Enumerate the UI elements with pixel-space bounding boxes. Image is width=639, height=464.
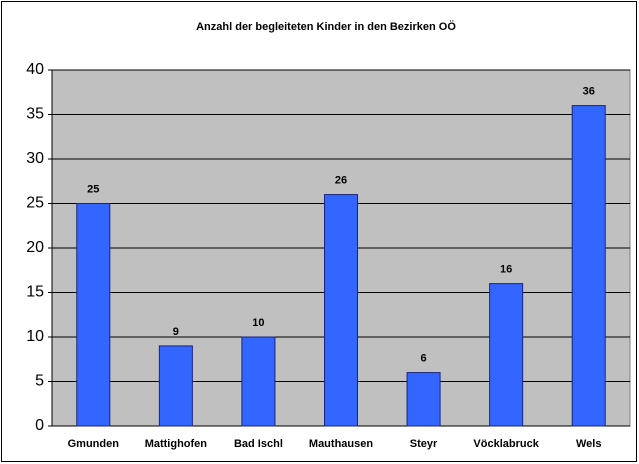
y-tick-label: 5 xyxy=(35,373,44,390)
data-label: 25 xyxy=(87,183,99,195)
y-tick-label: 0 xyxy=(35,417,44,434)
x-tick-label: Bad Ischl xyxy=(234,438,283,450)
bar xyxy=(158,345,193,427)
bar xyxy=(76,203,111,427)
y-tick-label: 20 xyxy=(26,239,44,256)
x-tick-label: Mattighofen xyxy=(145,438,208,450)
y-tick-label: 15 xyxy=(26,284,44,301)
data-label: 16 xyxy=(500,264,512,276)
y-tick-label: 25 xyxy=(26,195,44,212)
bar xyxy=(323,194,359,427)
y-tick-label: 30 xyxy=(26,150,44,167)
chart-title: Anzahl der begleiteten Kinder in den Bez… xyxy=(196,20,456,33)
bar xyxy=(241,336,276,427)
data-label: 26 xyxy=(335,175,347,187)
y-tick-label: 35 xyxy=(26,106,44,123)
bar xyxy=(489,283,524,427)
x-tick-label: Vöcklabruck xyxy=(473,438,539,450)
data-label: 10 xyxy=(252,317,264,329)
y-tick-label: 40 xyxy=(26,61,44,78)
y-tick-label: 10 xyxy=(26,328,44,345)
bar xyxy=(406,372,441,427)
x-tick-label: Wels xyxy=(576,438,601,450)
x-tick-label: Gmunden xyxy=(68,438,120,450)
bar xyxy=(571,105,606,427)
x-tick-label: Steyr xyxy=(410,438,438,450)
data-label: 36 xyxy=(583,86,595,98)
data-label: 9 xyxy=(173,326,179,338)
data-label: 6 xyxy=(421,353,427,365)
x-tick-label: Mauthausen xyxy=(309,438,373,450)
